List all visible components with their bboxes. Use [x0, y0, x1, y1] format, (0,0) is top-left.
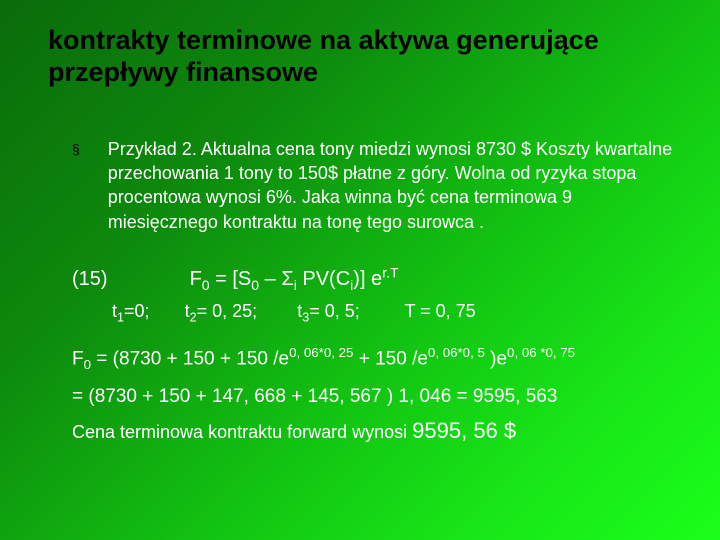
t1: t1=0;: [112, 301, 150, 321]
c1c-sup: 0, 06*0, 5: [428, 345, 485, 360]
f-sub0: 0: [202, 277, 210, 293]
f-bridge: = [S: [210, 268, 252, 290]
concl-text: Cena terminowa kontraktu forward wynosi: [72, 422, 412, 442]
c1b-sup: 0, 06*0, 25: [289, 345, 353, 360]
t2-v: = 0, 25;: [197, 301, 258, 321]
concl-value: 9595, 56 $: [412, 418, 516, 443]
example-block: § Przykład 2. Aktualna cena tony miedzi …: [72, 137, 684, 234]
example-text: Przykład 2. Aktualna cena tony miedzi wy…: [108, 137, 684, 234]
slide-container: kontrakty terminowe na aktywa generujące…: [0, 0, 720, 540]
c1d-sup: 0, 06 *0, 75: [507, 345, 575, 360]
t2: t2= 0, 25;: [185, 301, 258, 321]
t3: t3= 0, 5;: [297, 301, 360, 321]
t4: T = 0, 75: [404, 301, 475, 321]
equation-number: (15): [72, 268, 184, 291]
time-values-row: t1=0; t2= 0, 25; t3= 0, 5; T = 0, 75: [112, 301, 684, 325]
f-close: )] e: [353, 268, 382, 290]
conclusion-line: Cena terminowa kontraktu forward wynosi …: [72, 418, 684, 444]
c1b: = (8730 + 150 + 150 /e: [91, 349, 289, 370]
f-pv: PV(C: [297, 268, 350, 290]
t1-v: =0;: [124, 301, 150, 321]
t1-sub: 1: [117, 310, 124, 324]
f-sub1: 0: [251, 277, 259, 293]
c1a: F: [72, 349, 84, 370]
f-mid: – Σ: [259, 268, 294, 290]
calculation-line-2: = (8730 + 150 + 147, 668 + 145, 567 ) 1,…: [72, 382, 684, 412]
bullet-icon: §: [72, 141, 80, 234]
slide-title: kontrakty terminowe na aktywa generujące…: [48, 24, 684, 89]
calculation-line-1: F0 = (8730 + 150 + 150 /e0, 06*0, 25 + 1…: [72, 342, 684, 375]
c1d: )e: [485, 349, 507, 370]
f-lhs: F: [190, 268, 202, 290]
t3-v: = 0, 5;: [309, 301, 360, 321]
formula-text: F0 = [S0 – Σi PV(Ci)] er.T: [190, 268, 399, 290]
t2-sub: 2: [190, 310, 197, 324]
c1a-sub: 0: [84, 357, 91, 372]
c1c: + 150 /e: [353, 349, 427, 370]
formula-row: (15) F0 = [S0 – Σi PV(Ci)] er.T: [72, 264, 684, 293]
f-sup: r.T: [382, 264, 398, 280]
